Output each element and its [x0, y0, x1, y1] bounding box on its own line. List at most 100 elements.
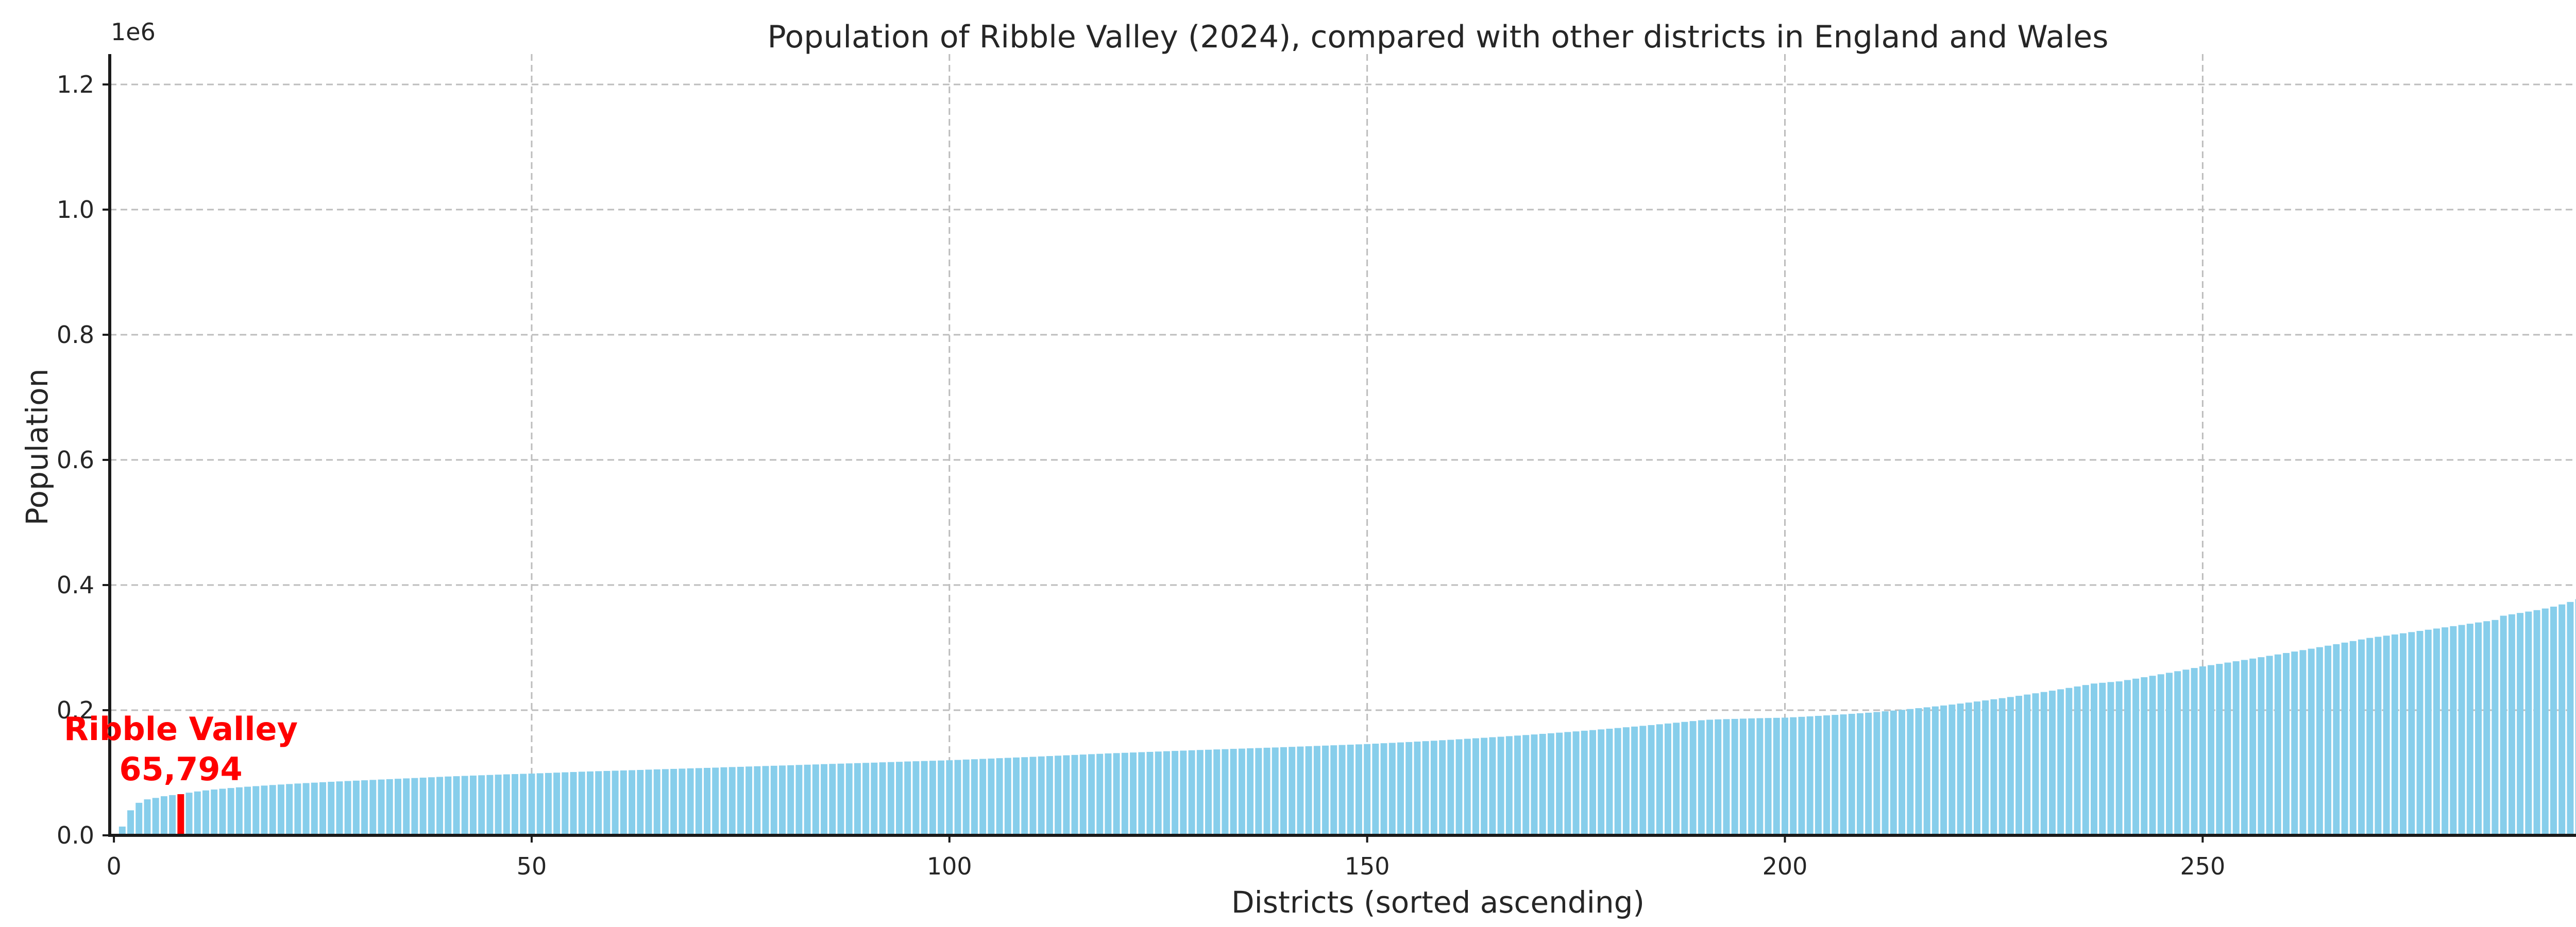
y-tick-label: 0.0 — [57, 821, 94, 849]
bar — [2249, 658, 2257, 835]
bar — [695, 768, 702, 835]
bar — [2400, 633, 2407, 835]
bar — [1614, 728, 1621, 835]
x-tick-label: 200 — [1762, 852, 1808, 880]
bar — [469, 775, 477, 835]
bar — [1272, 747, 1279, 835]
gridlines — [110, 54, 2576, 835]
bar — [144, 799, 151, 835]
bar — [1188, 750, 1195, 835]
bar — [1430, 741, 1437, 835]
chart-title: Population of Ribble Valley (2024), comp… — [768, 19, 2109, 55]
bar — [1046, 756, 1053, 835]
bar — [2508, 614, 2515, 835]
bar — [411, 778, 418, 835]
bar — [1514, 735, 1521, 835]
bar — [603, 770, 611, 835]
bar — [386, 779, 393, 835]
bar — [929, 761, 936, 835]
bar — [1130, 752, 1137, 835]
bar — [1572, 731, 1580, 835]
bar — [1882, 711, 1889, 835]
bar — [921, 761, 928, 835]
bar — [971, 759, 978, 835]
bar — [118, 826, 126, 835]
bar — [2274, 654, 2281, 835]
bar — [845, 763, 853, 835]
bar — [1230, 749, 1237, 835]
bar — [1556, 732, 1563, 835]
bar — [612, 770, 619, 835]
bar — [2266, 656, 2273, 835]
bar — [2567, 602, 2574, 835]
bar — [1397, 742, 1404, 835]
bar — [1079, 754, 1087, 835]
bar — [2074, 686, 2081, 835]
bar — [2040, 692, 2047, 835]
bar — [453, 776, 460, 835]
bar — [1806, 716, 1814, 835]
bar — [1899, 710, 1906, 835]
bar — [2182, 670, 2190, 835]
bar — [1172, 751, 1179, 835]
bar — [2466, 624, 2473, 835]
bar — [2366, 638, 2374, 835]
bar — [778, 765, 786, 835]
bar — [1639, 726, 1647, 836]
bar — [2492, 620, 2499, 835]
bar — [1004, 758, 1011, 835]
bar — [1965, 702, 1972, 835]
bar — [2433, 628, 2440, 835]
bar — [837, 763, 844, 835]
bar — [879, 762, 886, 835]
bar — [653, 769, 660, 835]
bar — [2258, 657, 2265, 835]
bar — [562, 772, 569, 835]
bar — [1823, 715, 1831, 835]
bar — [2091, 683, 2098, 835]
bar — [2525, 611, 2532, 835]
bar — [2024, 694, 2031, 836]
bar — [1021, 757, 1028, 835]
bar — [1923, 707, 1930, 835]
bar — [1338, 745, 1346, 835]
y-tick-label: 0.2 — [57, 696, 94, 724]
bar — [1029, 757, 1037, 835]
bar — [2341, 642, 2348, 835]
bar — [2149, 676, 2156, 835]
bar — [804, 764, 811, 835]
bar — [2057, 689, 2064, 835]
bar — [620, 770, 627, 835]
bar — [219, 788, 226, 835]
bar — [428, 777, 435, 835]
y-tick-label: 0.4 — [57, 571, 94, 599]
bar — [1155, 751, 1162, 835]
bar — [979, 759, 987, 835]
bars — [110, 599, 2576, 836]
bar — [1305, 746, 1312, 835]
bar — [2174, 671, 2181, 835]
bar — [2316, 647, 2323, 835]
bar — [586, 771, 594, 835]
bar — [1247, 748, 1254, 835]
bar — [2541, 608, 2549, 835]
bar — [512, 774, 519, 835]
bar — [403, 778, 410, 835]
bar — [2141, 677, 2148, 835]
bar — [1163, 751, 1170, 835]
bar — [2442, 627, 2449, 835]
bar — [1497, 736, 1504, 835]
bar — [1998, 698, 2006, 835]
bar — [1063, 755, 1070, 835]
bar — [1907, 709, 1914, 835]
bar-highlighted — [177, 794, 184, 835]
bar — [1940, 705, 1947, 835]
bar — [770, 765, 777, 835]
bar — [1380, 743, 1387, 835]
bar — [1263, 747, 1270, 835]
bar — [1782, 717, 1788, 835]
bar — [2575, 599, 2576, 835]
bar — [445, 776, 452, 835]
bar — [704, 768, 710, 835]
